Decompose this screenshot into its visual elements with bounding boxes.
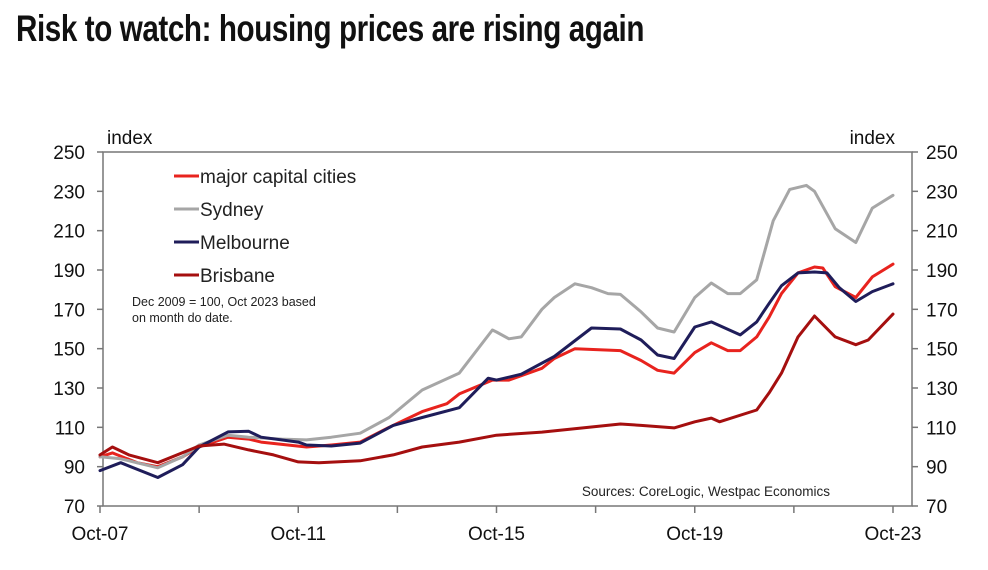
y-tick-label-left: 250 xyxy=(53,143,85,164)
y-tick-label-left: 90 xyxy=(64,458,85,479)
x-tick-label: Oct-11 xyxy=(270,524,326,545)
y-tick-label-right: 250 xyxy=(926,143,958,164)
chart-title: Risk to watch: housing prices are rising… xyxy=(16,8,645,49)
y-axis-label-right: index xyxy=(850,128,896,149)
x-tick-label: Oct-19 xyxy=(666,524,723,545)
legend-label: major capital cities xyxy=(200,167,356,188)
legend-label: Melbourne xyxy=(200,233,290,254)
series-line-sydney xyxy=(98,183,895,470)
y-tick-label-left: 70 xyxy=(64,497,85,518)
y-tick-label-right: 110 xyxy=(926,418,956,439)
series-line-melbourne xyxy=(98,270,895,479)
chart-note: Dec 2009 = 100, Oct 2023 based xyxy=(132,295,316,309)
y-tick-label-right: 170 xyxy=(926,300,958,321)
y-tick-label-left: 150 xyxy=(53,340,85,361)
y-tick-label-right: 210 xyxy=(926,222,958,243)
x-tick-label: Oct-07 xyxy=(71,524,128,545)
plot-frame xyxy=(102,151,913,507)
y-tick-label-left: 190 xyxy=(53,261,85,282)
source-note: Sources: CoreLogic, Westpac Economics xyxy=(582,484,830,499)
y-tick-label-right: 130 xyxy=(926,379,958,400)
x-tick-label: Oct-23 xyxy=(864,524,921,545)
y-tick-label-right: 90 xyxy=(926,458,947,479)
y-tick-label-left: 210 xyxy=(53,222,85,243)
y-tick-label-right: 150 xyxy=(926,340,958,361)
legend-label: Sydney xyxy=(200,200,264,221)
y-tick-label-left: 110 xyxy=(55,418,85,439)
chart-note: on month do date. xyxy=(132,311,233,325)
y-tick-label-right: 230 xyxy=(926,182,958,203)
y-tick-label-left: 170 xyxy=(53,300,85,321)
y-tick-label-right: 190 xyxy=(926,261,958,282)
y-tick-label-left: 130 xyxy=(53,379,85,400)
y-axis-label-left: index xyxy=(107,128,153,149)
x-tick-label: Oct-15 xyxy=(468,524,525,545)
legend-label: Brisbane xyxy=(200,266,275,287)
y-tick-label-right: 70 xyxy=(926,497,947,518)
y-tick-label-left: 230 xyxy=(53,182,85,203)
series-line-major-capital-cities xyxy=(98,262,895,469)
series-line-brisbane xyxy=(98,312,895,465)
